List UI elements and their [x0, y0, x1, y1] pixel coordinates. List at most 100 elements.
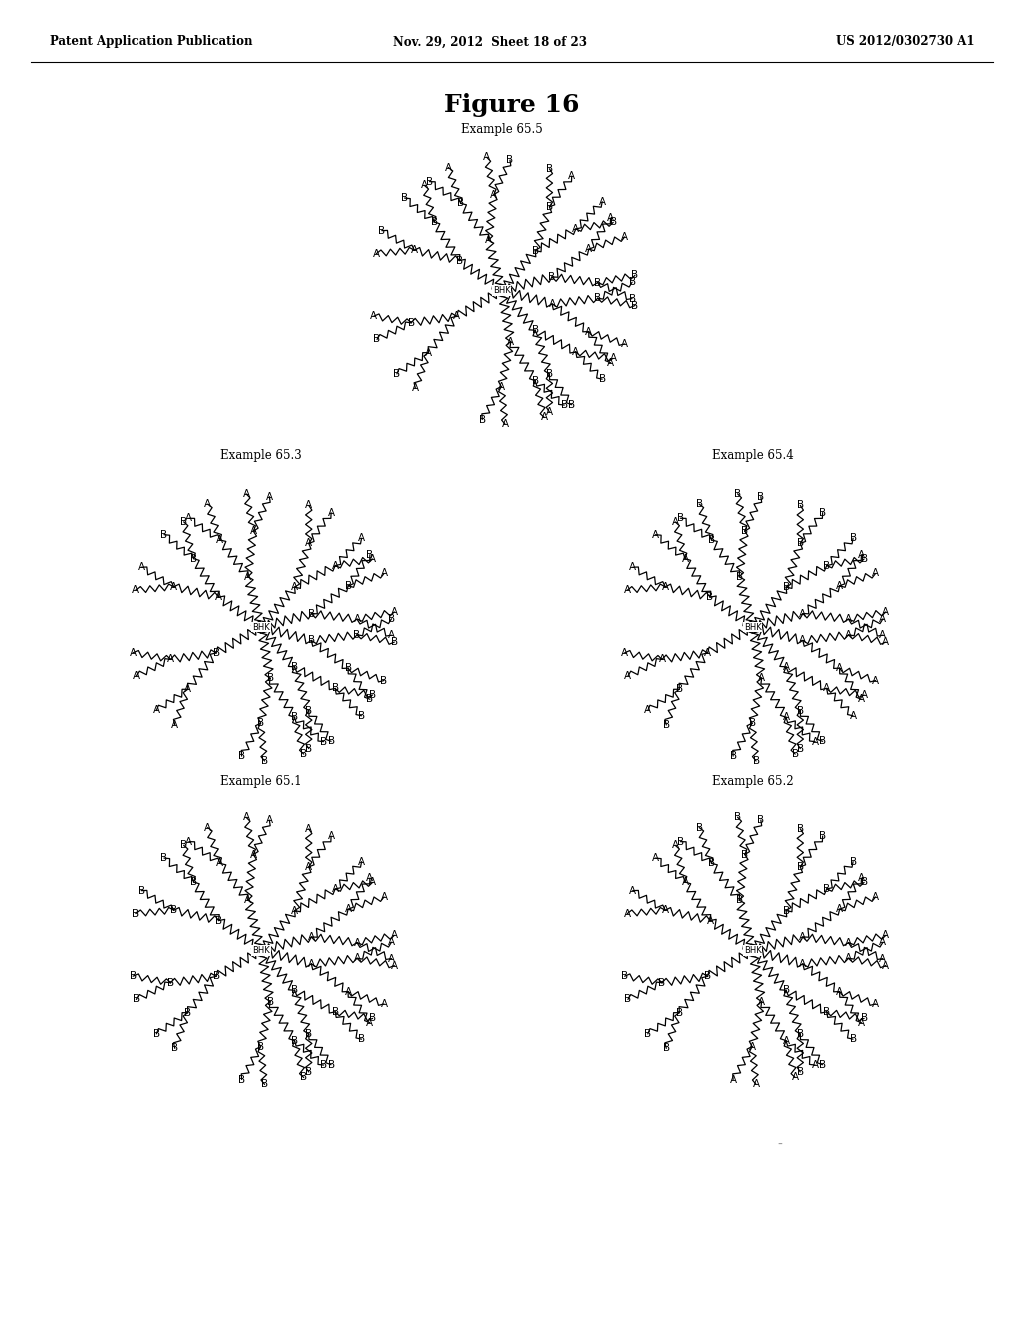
- Text: B: B: [625, 994, 632, 1005]
- Text: A: A: [622, 232, 628, 242]
- Text: Example 65.4: Example 65.4: [712, 449, 794, 462]
- Text: B: B: [797, 706, 804, 715]
- Text: B: B: [369, 690, 376, 700]
- Text: B: B: [782, 985, 790, 995]
- Text: A: A: [872, 999, 879, 1008]
- Text: B: B: [133, 994, 140, 1005]
- Text: B: B: [741, 527, 749, 536]
- Text: B: B: [388, 614, 395, 624]
- Text: A: A: [883, 931, 890, 940]
- Text: A: A: [215, 593, 222, 602]
- Text: B: B: [132, 908, 139, 919]
- Text: A: A: [758, 997, 765, 1007]
- Text: A: A: [484, 235, 492, 246]
- Text: A: A: [585, 326, 592, 337]
- Text: B: B: [729, 751, 736, 762]
- Text: B: B: [321, 1060, 328, 1071]
- Text: A: A: [328, 508, 335, 517]
- Text: A: A: [344, 986, 351, 997]
- Text: B: B: [344, 581, 351, 591]
- Text: A: A: [681, 876, 688, 887]
- Text: A: A: [872, 676, 879, 685]
- Text: A: A: [328, 832, 335, 841]
- Text: B: B: [344, 663, 351, 673]
- Text: A: A: [836, 986, 843, 997]
- Text: A: A: [782, 661, 790, 672]
- Text: B: B: [599, 374, 606, 384]
- Text: A: A: [800, 932, 807, 942]
- Text: A: A: [850, 710, 857, 721]
- Text: A: A: [823, 684, 830, 693]
- Text: BHK: BHK: [493, 286, 511, 294]
- Text: B: B: [393, 368, 400, 379]
- Text: B: B: [161, 853, 168, 863]
- Text: A: A: [421, 181, 428, 190]
- Text: A: A: [373, 248, 380, 259]
- Text: B: B: [332, 1007, 339, 1016]
- Text: B: B: [153, 1028, 160, 1039]
- Text: B: B: [238, 751, 245, 762]
- Text: B: B: [823, 1007, 830, 1016]
- Text: B: B: [797, 1067, 804, 1077]
- Text: A: A: [153, 705, 160, 715]
- Text: A: A: [308, 958, 315, 969]
- Text: A: A: [367, 873, 374, 883]
- Text: A: A: [388, 937, 395, 948]
- Text: Example 65.1: Example 65.1: [220, 775, 302, 788]
- Text: US 2012/0302730 A1: US 2012/0302730 A1: [837, 36, 975, 49]
- Text: A: A: [658, 655, 666, 664]
- Text: A: A: [444, 162, 452, 173]
- Text: A: A: [541, 412, 548, 422]
- Text: A: A: [858, 1018, 865, 1028]
- Text: B: B: [430, 216, 437, 227]
- Text: B: B: [676, 684, 683, 694]
- Text: A: A: [353, 937, 360, 948]
- Text: -: -: [777, 1138, 782, 1152]
- Text: A: A: [498, 381, 505, 392]
- Text: B: B: [860, 1014, 867, 1023]
- Text: A: A: [305, 862, 312, 871]
- Text: A: A: [607, 358, 614, 368]
- Text: A: A: [622, 648, 628, 657]
- Text: B: B: [658, 978, 666, 987]
- Text: A: A: [792, 1072, 799, 1082]
- Text: B: B: [457, 198, 464, 209]
- Text: B: B: [408, 318, 415, 327]
- Text: B: B: [792, 748, 799, 759]
- Text: A: A: [609, 354, 616, 363]
- Text: B: B: [215, 916, 222, 925]
- Text: A: A: [507, 337, 514, 347]
- Text: Example 65.5: Example 65.5: [461, 123, 543, 136]
- Text: B: B: [677, 837, 684, 846]
- Text: B: B: [734, 812, 741, 822]
- Text: A: A: [800, 609, 807, 619]
- Text: A: A: [391, 607, 398, 616]
- Text: B: B: [676, 1007, 683, 1018]
- Text: A: A: [344, 904, 351, 915]
- Text: B: B: [291, 713, 298, 722]
- Text: B: B: [753, 756, 760, 766]
- Text: B: B: [797, 743, 804, 754]
- Text: A: A: [800, 958, 807, 969]
- Text: A: A: [572, 224, 580, 234]
- Text: B: B: [381, 676, 387, 685]
- Text: B: B: [328, 1060, 335, 1069]
- Text: B: B: [705, 972, 712, 981]
- Text: A: A: [707, 916, 714, 925]
- Text: B: B: [257, 1041, 264, 1052]
- Text: A: A: [185, 513, 193, 523]
- Text: B: B: [180, 517, 187, 527]
- Text: B: B: [735, 572, 742, 582]
- Text: A: A: [184, 684, 191, 694]
- Text: B: B: [238, 1074, 245, 1085]
- Text: B: B: [819, 832, 826, 841]
- Text: B: B: [594, 293, 601, 304]
- Text: B: B: [741, 850, 749, 859]
- Text: A: A: [624, 908, 631, 919]
- Text: A: A: [167, 655, 174, 664]
- Text: A: A: [883, 961, 890, 970]
- Text: A: A: [836, 581, 843, 591]
- Text: B: B: [860, 878, 867, 887]
- Text: Figure 16: Figure 16: [444, 92, 580, 117]
- Text: B: B: [546, 370, 553, 379]
